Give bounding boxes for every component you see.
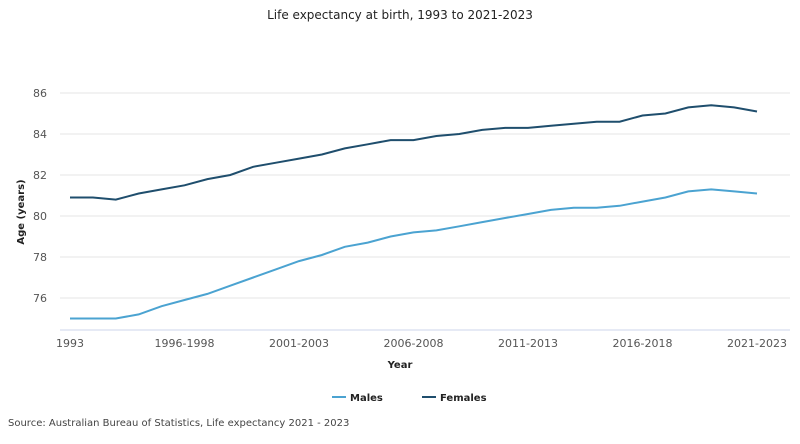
series-line-females xyxy=(70,104,758,201)
y-axis-title: Age (years) xyxy=(16,179,27,244)
y-tick-label: 80 xyxy=(33,210,47,223)
series-line-males xyxy=(70,188,758,320)
y-tick-label: 82 xyxy=(33,169,47,182)
chart-title: Life expectancy at birth, 1993 to 2021-2… xyxy=(267,8,533,22)
x-axis-title: Year xyxy=(387,360,413,371)
y-tick-label: 84 xyxy=(33,128,47,141)
y-tick-label: 76 xyxy=(33,292,47,305)
legend-item-males[interactable]: Males xyxy=(350,393,383,404)
y-tick-label: 86 xyxy=(33,87,47,100)
x-tick-label: 2021-2023 xyxy=(727,337,787,350)
legend-item-females[interactable]: Females xyxy=(440,393,487,404)
source-note: Source: Australian Bureau of Statistics,… xyxy=(8,418,350,429)
x-tick-label: 1993 xyxy=(56,337,84,350)
x-tick-label: 2006-2008 xyxy=(384,337,444,350)
y-tick-label: 78 xyxy=(33,251,47,264)
x-tick-label: 2016-2018 xyxy=(613,337,673,350)
x-tick-label: 2001-2003 xyxy=(269,337,329,350)
x-tick-label: 1996-1998 xyxy=(155,337,215,350)
x-tick-label: 2011-2013 xyxy=(498,337,558,350)
